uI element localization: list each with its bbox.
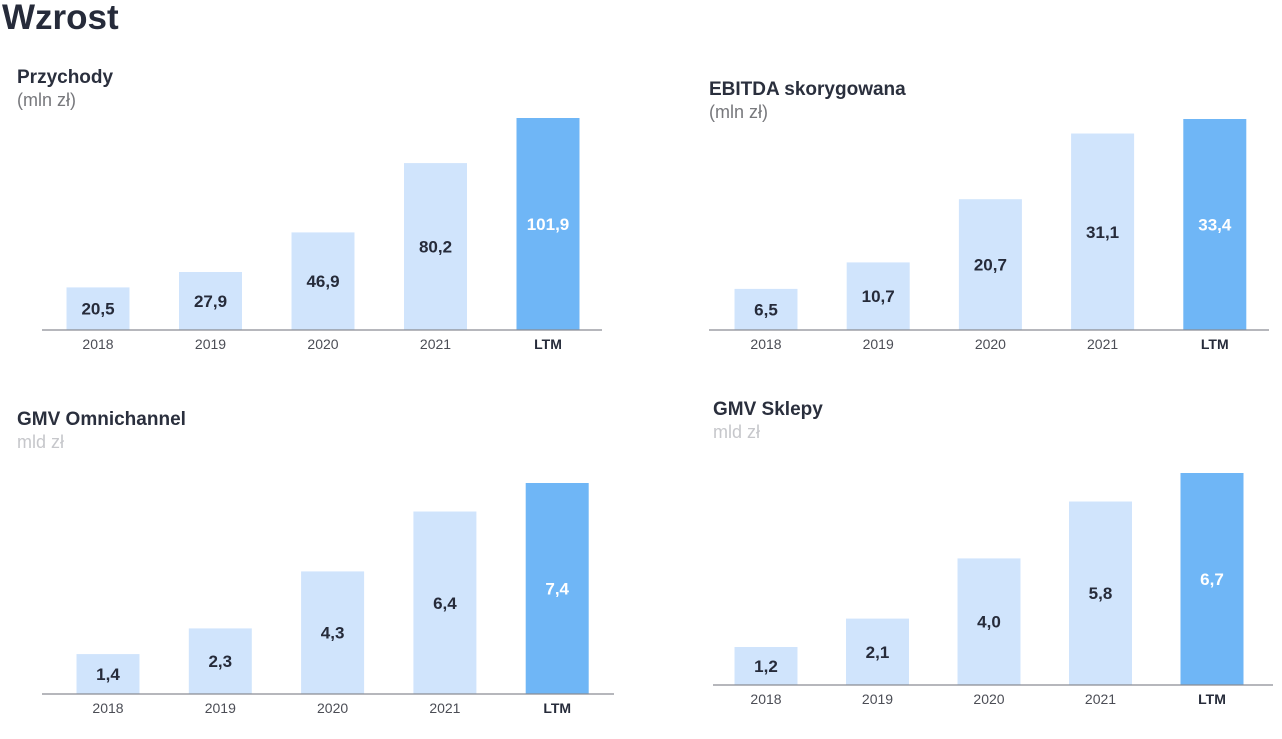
x-tick-label: 2020 (975, 336, 1006, 352)
x-tick-label: 2021 (1087, 336, 1118, 352)
x-tick-label: LTM (543, 700, 571, 716)
x-tick-label: 2021 (1085, 691, 1116, 707)
x-tick-label: 2018 (750, 691, 781, 707)
x-tick-label: 2021 (429, 700, 460, 716)
chart-title: GMV Sklepy (713, 399, 823, 420)
bar-2021 (1071, 133, 1135, 330)
bar-value-label: 5,8 (1089, 584, 1113, 603)
x-tick-label: 2018 (82, 336, 113, 352)
bar-chart-gmv-sklepy: 1,2 2018 2,1 2019 4,0 2020 5,8 2021 6,7 LTM (713, 473, 1273, 707)
chart-panel-gmv-sklepy: GMV Sklepy mld zł 1,2 2018 2,1 2019 4,0 2020 5… (713, 399, 1273, 724)
x-tick-label: 2019 (205, 700, 236, 716)
bar-value-label: 101,9 (527, 215, 570, 234)
bar-value-label: 4,3 (321, 624, 345, 643)
x-tick-label: 2021 (420, 336, 451, 352)
x-tick-label: 2020 (973, 691, 1004, 707)
bar-2020 (957, 558, 1021, 685)
x-tick-label: 2019 (862, 691, 893, 707)
bar-2019 (188, 628, 252, 694)
chart-unit: (mln zł) (17, 90, 76, 110)
bar-value-label: 27,9 (194, 292, 227, 311)
x-tick-label: 2020 (307, 336, 338, 352)
x-tick-label: 2018 (750, 336, 781, 352)
bar-2018 (734, 288, 798, 330)
x-tick-label: 2019 (195, 336, 226, 352)
bar-value-label: 20,7 (974, 256, 1007, 275)
bar-value-label: 6,4 (433, 594, 457, 613)
bar-2019 (846, 618, 909, 685)
bar-2020 (291, 232, 355, 330)
bar-value-label: 6,5 (754, 301, 778, 320)
x-tick-label: LTM (534, 336, 562, 352)
bar-chart-gmv-omnichannel: 1,4 2018 2,3 2019 4,3 2020 6,4 2021 7,4 LTM (42, 483, 614, 716)
bar-value-label: 10,7 (862, 287, 895, 306)
bar-value-label: 31,1 (1086, 223, 1119, 242)
chart-title: EBITDA skorygowana (709, 79, 906, 100)
x-tick-label: LTM (1201, 336, 1229, 352)
chart-panel-ebitda: EBITDA skorygowana (mln zł) 6,5 2018 10,7 2… (709, 79, 1269, 369)
chart-unit: (mln zł) (709, 102, 768, 122)
bar-2018 (66, 287, 130, 330)
chart-panel-przychody: Przychody (mln zł) 20,5 2018 27,9 2019 46,9 2… (17, 67, 617, 367)
bar-value-label: 20,5 (81, 300, 114, 319)
bar-ltm (1183, 119, 1247, 330)
bar-2019 (846, 262, 910, 330)
bar-2021 (1069, 501, 1132, 685)
chart-title: GMV Omnichannel (17, 409, 186, 430)
x-tick-label: 2020 (317, 700, 348, 716)
bar-ltm (1180, 473, 1244, 685)
bar-2018 (734, 647, 798, 685)
bar-2020 (301, 571, 365, 694)
x-tick-label: LTM (1198, 691, 1226, 707)
chart-panel-gmv-omnichannel: GMV Omnichannel mld zł 1,4 2018 2,3 2019 4,3… (17, 409, 617, 734)
bar-ltm (525, 483, 589, 694)
x-tick-label: 2018 (92, 700, 123, 716)
bar-value-label: 33,4 (1198, 216, 1232, 235)
bar-value-label: 4,0 (977, 613, 1001, 632)
bar-chart-ebitda: 6,5 2018 10,7 2019 20,7 2020 31,1 2021 33,4 LTM (709, 119, 1269, 352)
chart-unit: mld zł (713, 422, 761, 442)
bar-value-label: 1,2 (754, 657, 778, 676)
bar-2021 (413, 511, 477, 694)
bar-value-label: 2,1 (866, 643, 890, 662)
bar-value-label: 6,7 (1200, 570, 1224, 589)
chart-unit: mld zł (17, 432, 65, 452)
chart-title: Przychody (17, 67, 114, 88)
bar-ltm (516, 118, 580, 330)
bar-value-label: 1,4 (96, 665, 120, 684)
bar-2021 (404, 163, 467, 330)
bar-value-label: 46,9 (306, 272, 339, 291)
bar-value-label: 80,2 (419, 238, 452, 257)
bar-value-label: 2,3 (208, 652, 232, 671)
x-tick-label: 2019 (863, 336, 894, 352)
bar-2020 (958, 199, 1022, 330)
bar-2019 (179, 272, 242, 330)
bar-value-label: 7,4 (545, 580, 569, 599)
bar-2018 (76, 654, 140, 694)
page-title: Wzrost (2, 0, 119, 37)
bar-chart-przychody: 20,5 2018 27,9 2019 46,9 2020 80,2 2021 101,9 LTM (42, 118, 602, 352)
